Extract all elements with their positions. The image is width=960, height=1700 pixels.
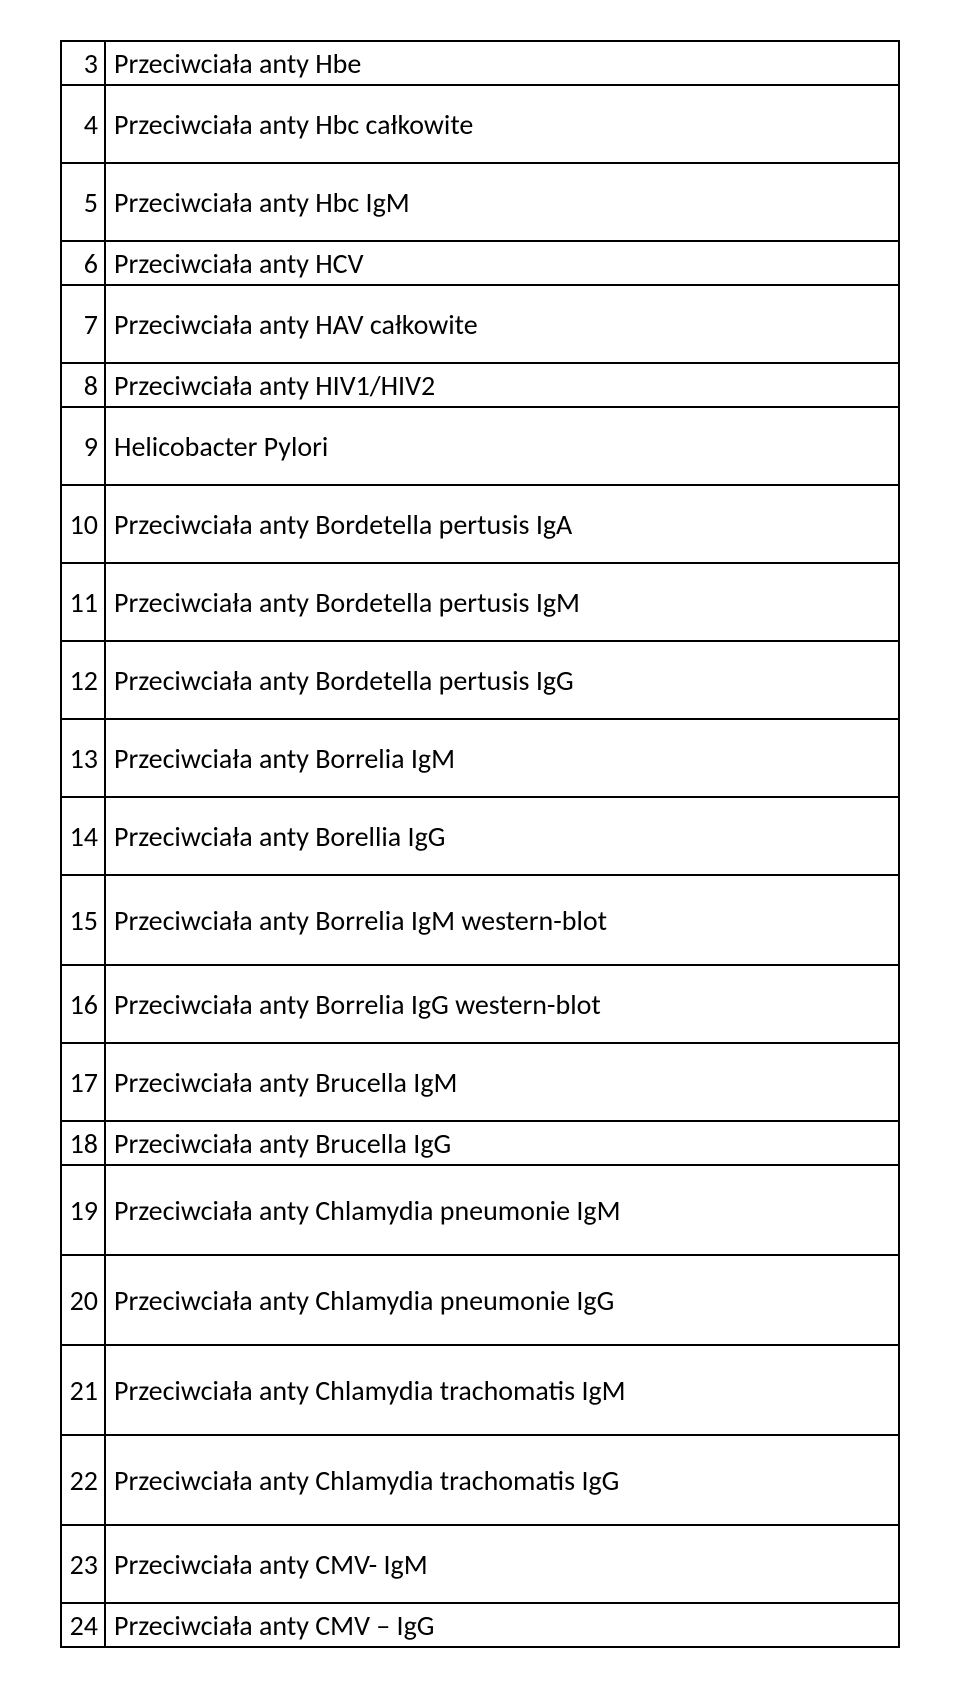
table-row: 21Przeciwciała anty Chlamydia trachomati… [61,1345,899,1435]
row-label: Przeciwciała anty Bordetella pertusis Ig… [105,485,899,563]
row-number: 22 [61,1435,105,1525]
row-number: 7 [61,285,105,363]
row-number: 6 [61,241,105,285]
table-row: 4Przeciwciała anty Hbc całkowite [61,85,899,163]
table-row: 8Przeciwciała anty HIV1/HIV2 [61,363,899,407]
row-label: Przeciwciała anty HAV całkowite [105,285,899,363]
row-number: 4 [61,85,105,163]
row-label: Przeciwciała anty Brucella IgM [105,1043,899,1121]
table-row: 5Przeciwciała anty Hbc IgM [61,163,899,241]
table-row: 24Przeciwciała anty CMV – IgG [61,1603,899,1647]
row-label: Przeciwciała anty Bordetella pertusis Ig… [105,563,899,641]
row-label: Przeciwciała anty Chlamydia trachomatis … [105,1345,899,1435]
row-label: Przeciwciała anty Hbe [105,41,899,85]
table-row: 22Przeciwciała anty Chlamydia trachomati… [61,1435,899,1525]
row-label: Przeciwciała anty HCV [105,241,899,285]
table-row: 14Przeciwciała anty Borellia IgG [61,797,899,875]
table-row: 12Przeciwciała anty Bordetella pertusis … [61,641,899,719]
row-label: Przeciwciała anty Borrelia IgM western-b… [105,875,899,965]
row-number: 9 [61,407,105,485]
row-number: 15 [61,875,105,965]
antibody-table: 3Przeciwciała anty Hbe4Przeciwciała anty… [60,40,900,1648]
antibody-table-body: 3Przeciwciała anty Hbe4Przeciwciała anty… [61,41,899,1647]
table-row: 13Przeciwciała anty Borrelia IgM [61,719,899,797]
table-row: 16Przeciwciała anty Borrelia IgG western… [61,965,899,1043]
row-label: Przeciwciała anty CMV – IgG [105,1603,899,1647]
row-number: 17 [61,1043,105,1121]
row-number: 14 [61,797,105,875]
row-label: Przeciwciała anty Chlamydia pneumonie Ig… [105,1165,899,1255]
row-label: Przeciwciała anty Borrelia IgM [105,719,899,797]
row-number: 8 [61,363,105,407]
row-number: 12 [61,641,105,719]
table-row: 6Przeciwciała anty HCV [61,241,899,285]
table-row: 18Przeciwciała anty Brucella IgG [61,1121,899,1165]
row-label: Przeciwciała anty Hbc IgM [105,163,899,241]
row-number: 3 [61,41,105,85]
table-row: 11Przeciwciała anty Bordetella pertusis … [61,563,899,641]
row-number: 19 [61,1165,105,1255]
row-label: Przeciwciała anty Bordetella pertusis Ig… [105,641,899,719]
table-row: 9Helicobacter Pylori [61,407,899,485]
row-label: Przeciwciała anty CMV- IgM [105,1525,899,1603]
row-label: Przeciwciała anty Borellia IgG [105,797,899,875]
row-number: 20 [61,1255,105,1345]
row-label: Przeciwciała anty HIV1/HIV2 [105,363,899,407]
row-label: Helicobacter Pylori [105,407,899,485]
row-number: 23 [61,1525,105,1603]
row-number: 24 [61,1603,105,1647]
table-row: 20Przeciwciała anty Chlamydia pneumonie … [61,1255,899,1345]
row-number: 18 [61,1121,105,1165]
row-number: 11 [61,563,105,641]
table-row: 23Przeciwciała anty CMV- IgM [61,1525,899,1603]
row-number: 21 [61,1345,105,1435]
table-row: 3Przeciwciała anty Hbe [61,41,899,85]
table-row: 17Przeciwciała anty Brucella IgM [61,1043,899,1121]
row-label: Przeciwciała anty Brucella IgG [105,1121,899,1165]
row-number: 13 [61,719,105,797]
table-row: 15Przeciwciała anty Borrelia IgM western… [61,875,899,965]
row-number: 16 [61,965,105,1043]
row-label: Przeciwciała anty Borrelia IgG western-b… [105,965,899,1043]
table-row: 7Przeciwciała anty HAV całkowite [61,285,899,363]
row-number: 5 [61,163,105,241]
row-number: 10 [61,485,105,563]
table-row: 10Przeciwciała anty Bordetella pertusis … [61,485,899,563]
row-label: Przeciwciała anty Chlamydia trachomatis … [105,1435,899,1525]
row-label: Przeciwciała anty Chlamydia pneumonie Ig… [105,1255,899,1345]
table-row: 19Przeciwciała anty Chlamydia pneumonie … [61,1165,899,1255]
row-label: Przeciwciała anty Hbc całkowite [105,85,899,163]
